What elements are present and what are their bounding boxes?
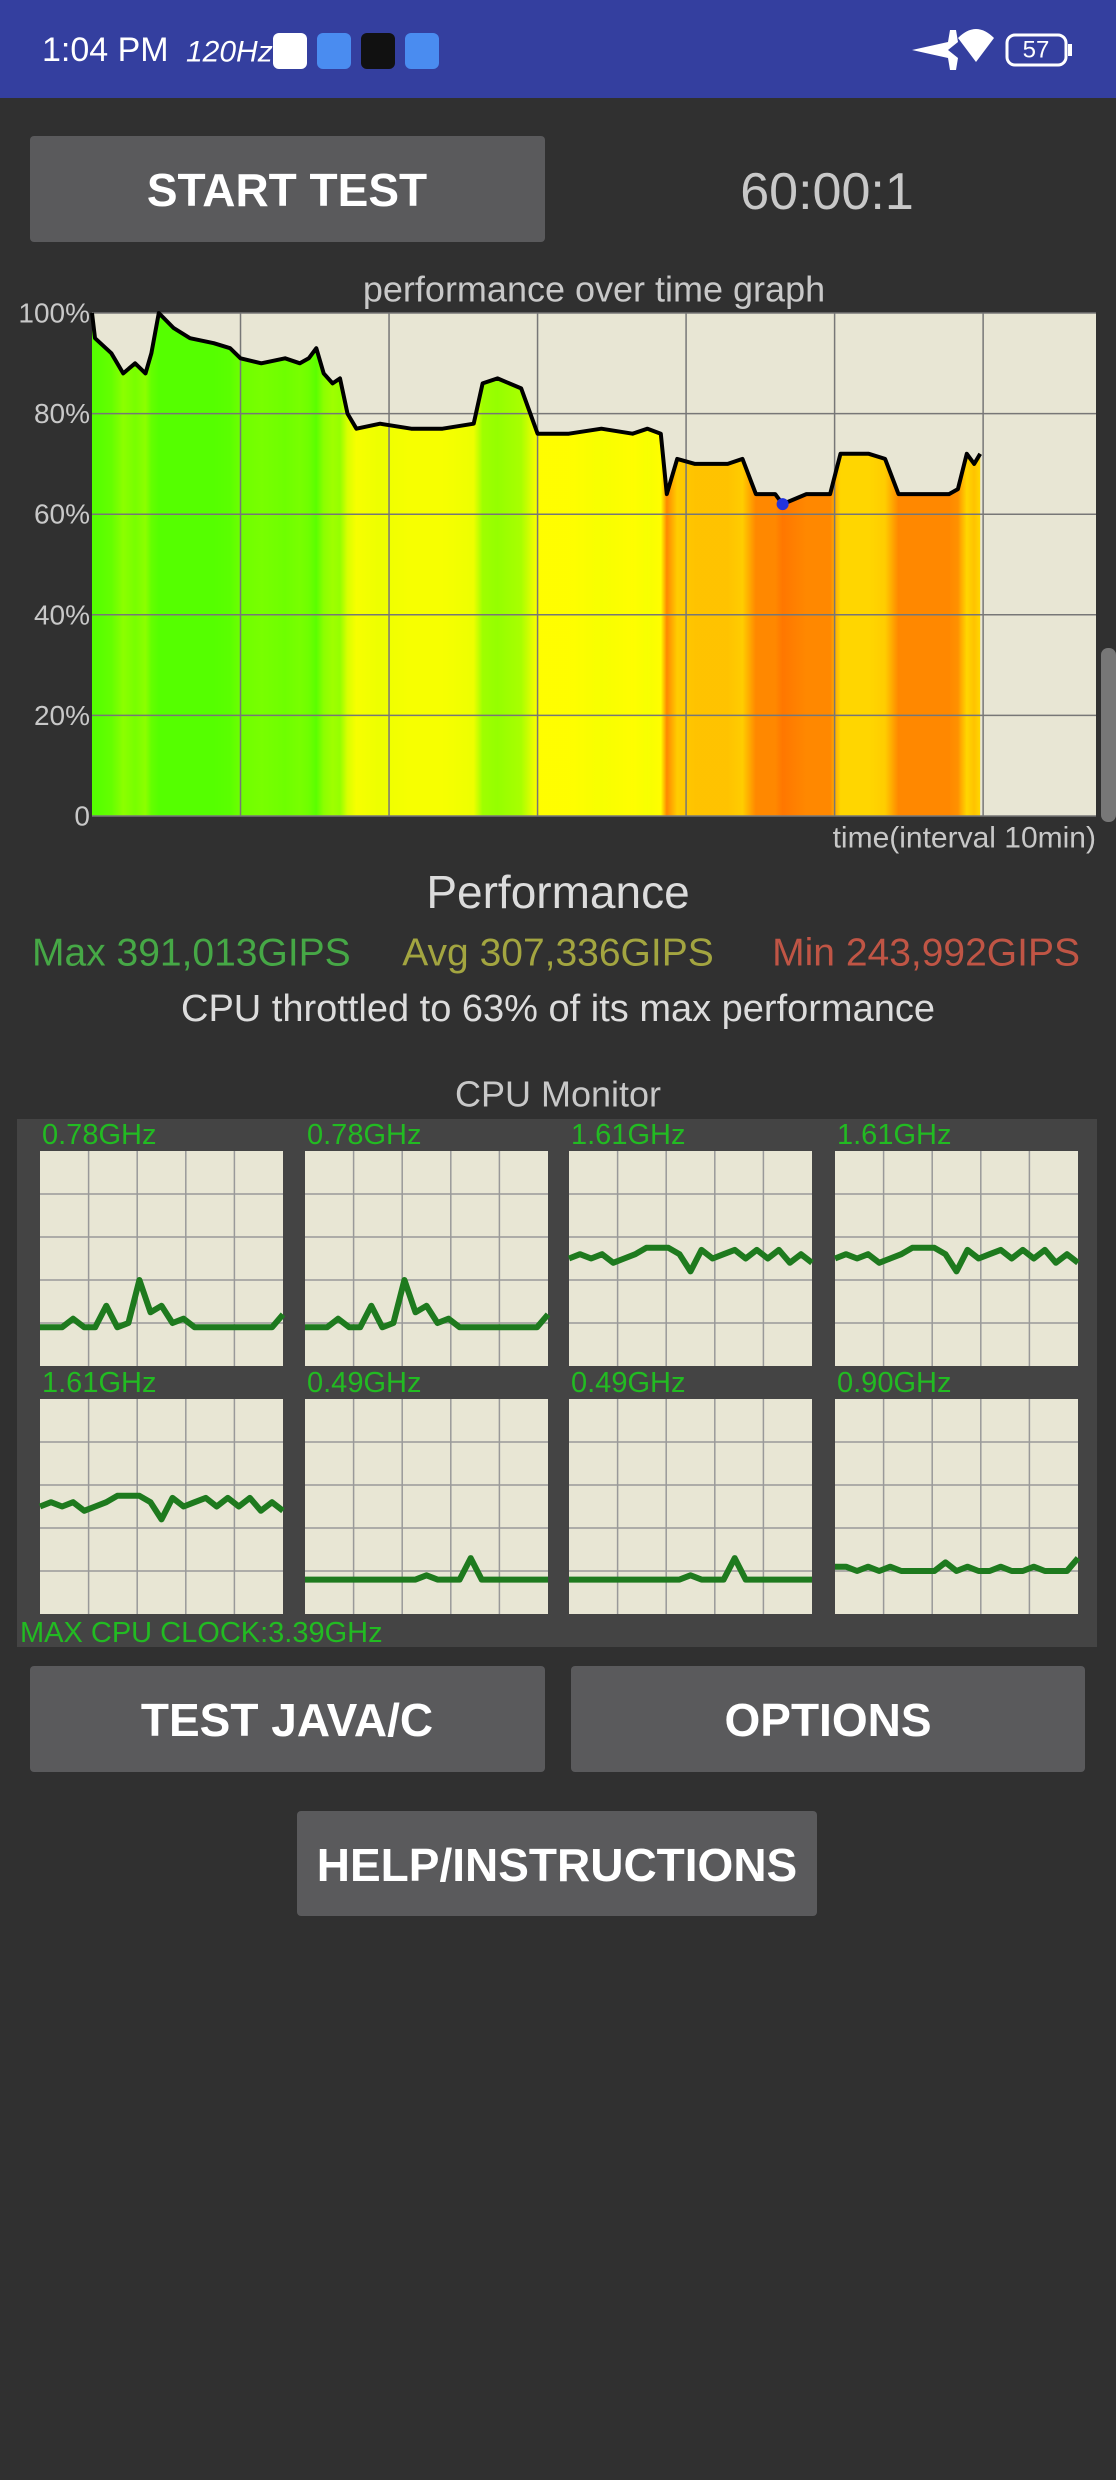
refresh-rate: 120Hz (186, 36, 273, 69)
core-frequency: 0.78GHz (307, 1119, 421, 1151)
battery-tip (1068, 44, 1072, 56)
app-icon (361, 33, 395, 69)
core-load-line (38, 1492, 285, 1523)
wifi-icon (958, 29, 994, 62)
airplane-icon (912, 30, 958, 70)
core-load-line (833, 1244, 1080, 1275)
core-load-line (40, 1277, 286, 1331)
y-tick-label: 0 (74, 801, 90, 832)
side-handle[interactable] (1101, 648, 1116, 822)
button-label[interactable]: START TEST (147, 164, 427, 216)
core-frequency: 1.61GHz (42, 1367, 156, 1399)
y-tick-label: 40% (34, 599, 90, 630)
max-cpu-clock: MAX CPU CLOCK:3.39GHz (20, 1617, 383, 1649)
core-frequency: 0.90GHz (837, 1367, 951, 1399)
timer: 60:00:1 (740, 163, 914, 221)
test-java-button[interactable] (30, 1666, 545, 1772)
clock: 1:04 PM (42, 31, 169, 69)
throttle-summary: CPU throttled to 63% of its max performa… (181, 988, 935, 1030)
button-label[interactable]: TEST JAVA/C (141, 1694, 433, 1746)
app-icon (273, 33, 307, 69)
core-frequency: 0.78GHz (42, 1119, 156, 1151)
battery-icon (1005, 33, 1068, 67)
performance-title: Performance (426, 866, 689, 918)
options-button[interactable] (571, 1666, 1085, 1772)
start-test-button[interactable] (30, 136, 545, 242)
help-button[interactable] (297, 1811, 817, 1916)
app-icon (317, 33, 351, 69)
core-load-line (569, 1555, 812, 1583)
core-chart (40, 1151, 283, 1366)
core-chart (305, 1151, 548, 1366)
performance-area (92, 313, 981, 816)
performance-line (90, 311, 982, 507)
core-load-line (835, 1556, 1081, 1574)
min-marker (776, 498, 789, 511)
y-tick-label: 100% (18, 298, 90, 329)
battery-level: 57 (1023, 37, 1050, 64)
cpu-monitor-title: CPU Monitor (455, 1074, 661, 1115)
core-frequency: 1.61GHz (571, 1119, 685, 1151)
core-chart (835, 1399, 1078, 1614)
app-icon (405, 33, 439, 69)
y-tick-label: 60% (34, 499, 90, 530)
core-frequency: 0.49GHz (571, 1367, 685, 1399)
button-label[interactable]: OPTIONS (724, 1694, 931, 1746)
core-frequency: 1.61GHz (837, 1119, 951, 1151)
max-performance: Max 391,013GIPS (32, 932, 351, 975)
button-label[interactable]: HELP/INSTRUCTIONS (317, 1839, 797, 1891)
chart-title: performance over time graph (363, 269, 825, 310)
y-tick-label: 80% (34, 398, 90, 429)
min-performance: Min 243,992GIPS (772, 932, 1080, 975)
avg-performance: Avg 307,336GIPS (402, 932, 714, 975)
x-axis-label: time(interval 10min) (833, 822, 1096, 855)
core-load-line (305, 1555, 548, 1583)
core-load-line (567, 1244, 814, 1275)
core-frequency: 0.49GHz (307, 1367, 421, 1399)
core-load-line (305, 1277, 551, 1331)
y-tick-label: 20% (34, 700, 90, 731)
